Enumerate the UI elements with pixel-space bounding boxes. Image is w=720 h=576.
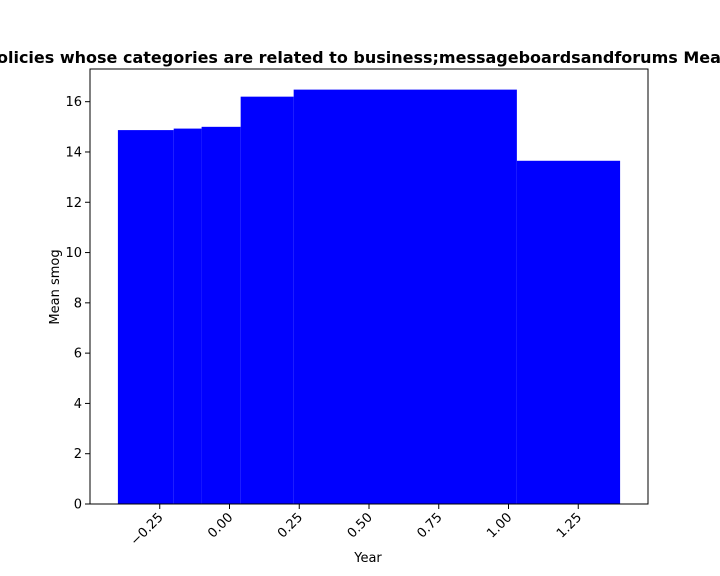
y-tick-label: 0	[74, 498, 82, 513]
x-tick-label: 0.50	[345, 510, 376, 541]
bar-4	[293, 89, 517, 504]
bar-3	[240, 96, 294, 504]
x-tick-label: −0.25	[128, 510, 167, 549]
y-tick-label: 12	[65, 196, 82, 211]
bars-group	[117, 89, 621, 505]
y-tick-label: 14	[65, 145, 82, 160]
y-tick-label: 4	[74, 397, 82, 412]
x-tick-label: 1.00	[484, 510, 515, 541]
bar-5	[516, 160, 621, 504]
y-tick-label: 10	[65, 246, 82, 261]
x-axis-label: Year	[353, 551, 382, 566]
x-tick-label: 0.00	[205, 510, 236, 541]
x-tick-label: 0.25	[275, 510, 306, 541]
x-tick-label: 0.75	[414, 510, 445, 541]
x-tick-label: 1.25	[554, 510, 585, 541]
y-tick-label: 2	[74, 447, 82, 462]
y-axis: 0 2 4 6 8 10 12 14 16	[65, 95, 90, 513]
y-tick-label: 16	[65, 95, 82, 110]
bar-0	[117, 130, 174, 505]
x-axis: −0.25 0.00 0.25 0.50 0.75 1.00 1.25	[128, 504, 585, 549]
bar-2	[201, 126, 241, 504]
bar-1	[173, 128, 202, 505]
y-tick-label: 8	[74, 296, 82, 311]
chart-title: Mean smog of Privacy Policies whose cate…	[0, 48, 720, 67]
y-tick-label: 6	[74, 347, 82, 362]
y-axis-label: Mean smog	[48, 249, 63, 324]
